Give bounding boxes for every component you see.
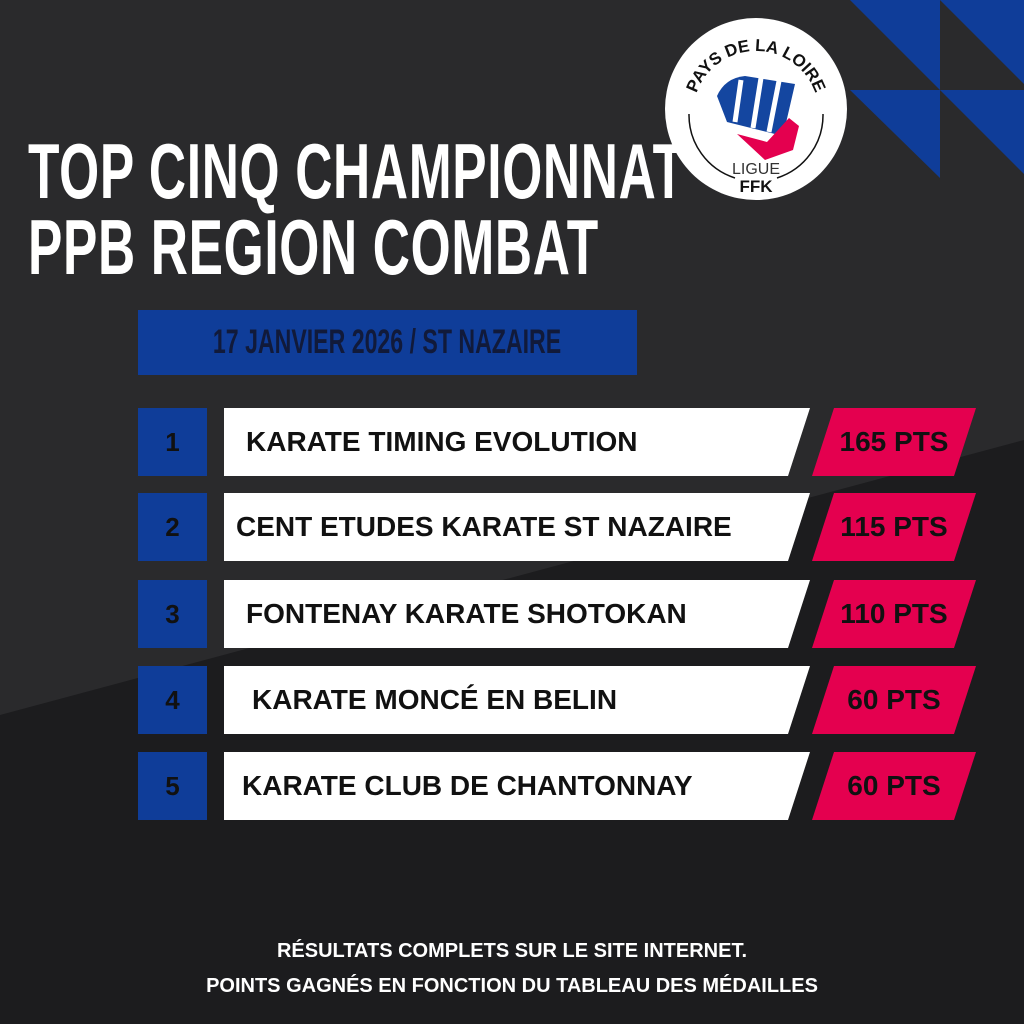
points-badge: 60 PTS xyxy=(812,666,976,734)
points-badge: 60 PTS xyxy=(812,752,976,820)
footer-line-1: RÉSULTATS COMPLETS SUR LE SITE INTERNET. xyxy=(276,940,748,962)
points-badge: 165 PTS xyxy=(812,408,976,476)
points: 60 PTS xyxy=(847,684,941,715)
rank-badge: 2 xyxy=(138,493,207,561)
club-box: CENT ETUDES KARATE ST NAZAIRE xyxy=(224,493,810,561)
club-box: FONTENAY KARATE SHOTOKAN xyxy=(224,580,810,648)
club-name: FONTENAY KARATE SHOTOKAN xyxy=(246,598,687,629)
ranking-row: 1 KARATE TIMING EVOLUTION 165 PTS xyxy=(138,408,978,476)
points-badge: 115 PTS xyxy=(812,493,976,561)
ligue-ffk-logo: PAYS DE LA LOIRE LIGUE FFK xyxy=(665,18,847,200)
points-badge: 110 PTS xyxy=(812,580,976,648)
ranking-row: 4 KARATE MONCÉ EN BELIN 60 PTS xyxy=(138,666,978,734)
ranking-row: 5 KARATE CLUB DE CHANTONNAY 60 PTS xyxy=(138,752,978,820)
ranking-row: 3 FONTENAY KARATE SHOTOKAN 110 PTS xyxy=(138,580,978,648)
club-box: KARATE CLUB DE CHANTONNAY xyxy=(224,752,810,820)
triangle xyxy=(940,90,1024,174)
points: 115 PTS xyxy=(840,511,948,542)
club-name: KARATE CLUB DE CHANTONNAY xyxy=(242,770,693,801)
event-banner: 17 JANVIER 2026 / ST NAZAIRE xyxy=(138,310,637,375)
club-box: KARATE MONCÉ EN BELIN xyxy=(224,666,810,734)
points: 60 PTS xyxy=(847,770,941,801)
title-line-2: PPB REGION COMBAT xyxy=(28,203,599,291)
rank-badge: 1 xyxy=(138,408,207,476)
rank-badge: 5 xyxy=(138,752,207,820)
logo-ffk: FFK xyxy=(739,177,773,196)
points: 110 PTS xyxy=(840,598,948,629)
ranking-row: 2 CENT ETUDES KARATE ST NAZAIRE 115 PTS xyxy=(138,493,978,561)
event-date-location: 17 JANVIER 2026 / ST NAZAIRE xyxy=(213,323,562,361)
club-name: KARATE TIMING EVOLUTION xyxy=(246,426,638,457)
rank-badge: 4 xyxy=(138,666,207,734)
club-name: CENT ETUDES KARATE ST NAZAIRE xyxy=(236,511,732,542)
footer-line-2: POINTS GAGNÉS EN FONCTION DU TABLEAU DES… xyxy=(206,975,818,997)
points: 165 PTS xyxy=(839,426,949,457)
club-box: KARATE TIMING EVOLUTION xyxy=(224,408,810,476)
triangle xyxy=(850,0,940,90)
triangle xyxy=(940,0,1024,84)
club-name: KARATE MONCÉ EN BELIN xyxy=(252,684,618,715)
logo-ligue: LIGUE xyxy=(732,161,780,178)
triangle xyxy=(850,90,940,178)
title-line-1: TOP CINQ CHAMPIONNAT xyxy=(28,127,685,215)
rank-badge: 3 xyxy=(138,580,207,648)
